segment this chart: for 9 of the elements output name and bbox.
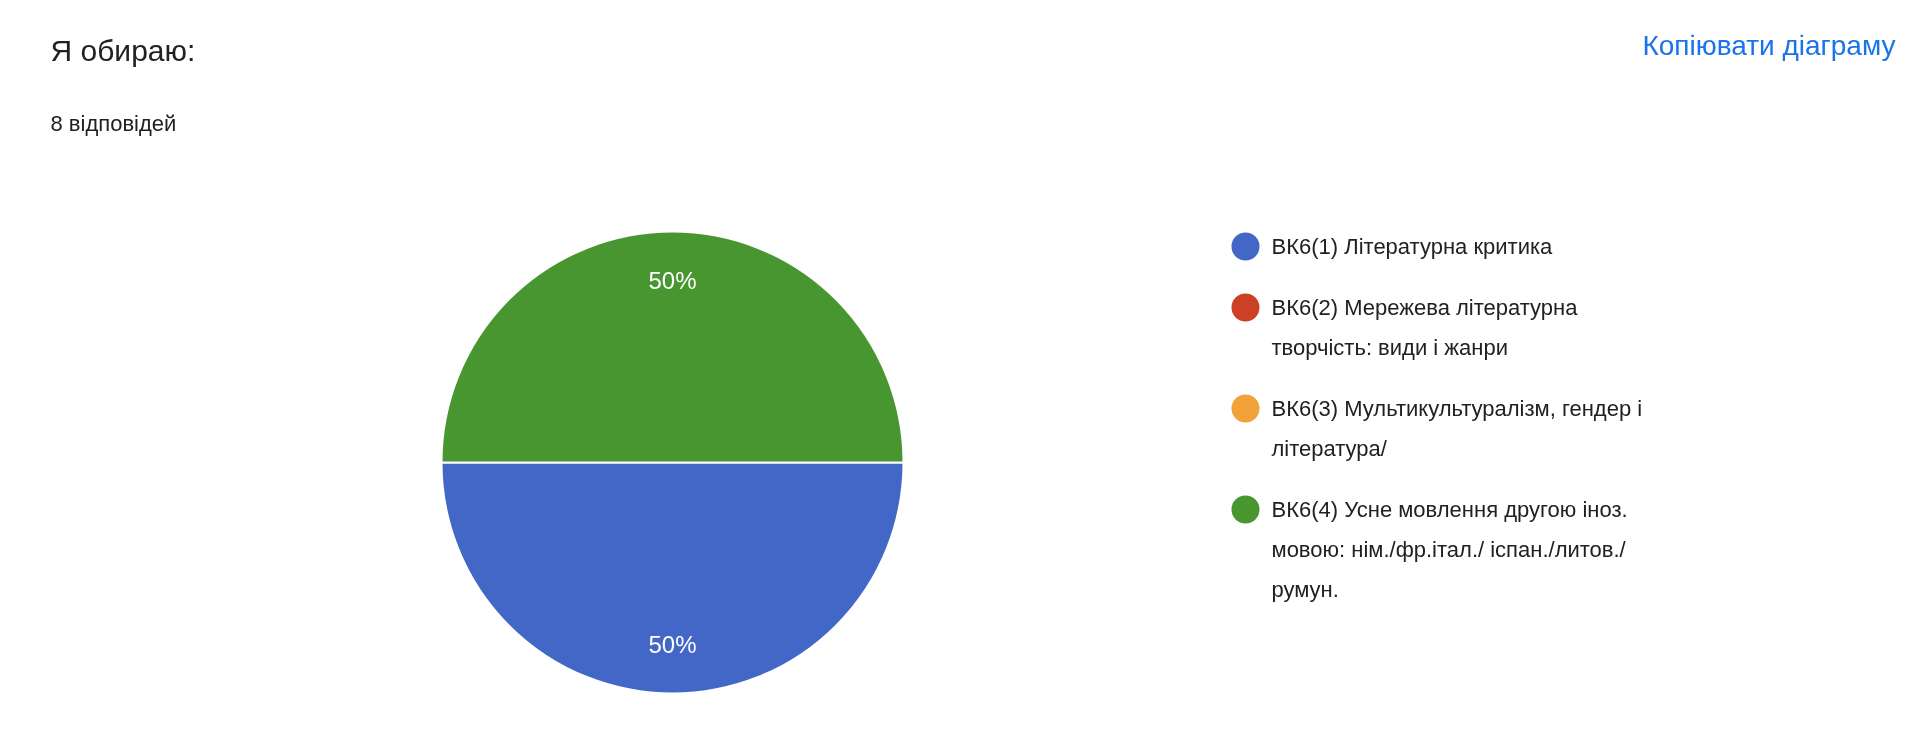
data-label: 50% xyxy=(648,266,697,294)
legend-label: ВК6(3) Мультикультуралізм, гендер і література/ xyxy=(1271,396,1643,461)
text: Копіювати діаграму xyxy=(1642,30,1896,61)
text: 8 відповідей xyxy=(50,111,177,136)
data-label: 50% xyxy=(648,631,697,659)
text: Я обираю: xyxy=(50,34,196,67)
legend-label: ВК6(2) Мережева літературна творчість: види і жанри xyxy=(1271,295,1579,360)
legend-label: ВК6(1) Літературна критика xyxy=(1271,234,1554,259)
legend-label: ВК6(4) Усне мовлення другою іноз. мовою: нім./фр.італ./ іспан./литов./ румун. xyxy=(1271,497,1628,602)
